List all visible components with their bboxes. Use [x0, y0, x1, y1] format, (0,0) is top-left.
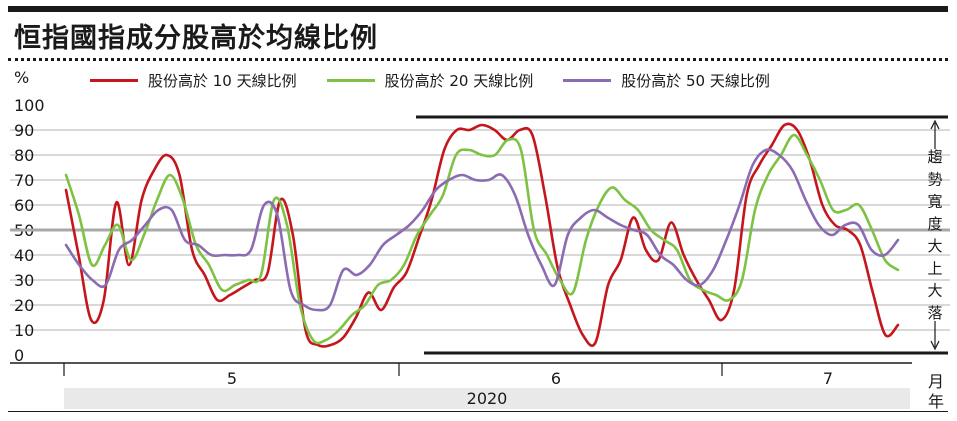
chart-title: 恒指國指成分股高於均線比例	[14, 23, 378, 54]
y-tick-label: 10	[14, 321, 34, 340]
month-label: 6	[551, 369, 561, 388]
legend-label-10d: 股份高於 10 天線比例	[148, 72, 297, 90]
legend-swatch-20d	[326, 79, 375, 82]
bottom-rule	[8, 411, 948, 412]
annotation-arrow-up-icon	[930, 119, 940, 130]
y-tick-label: 20	[14, 296, 34, 315]
top-rule	[8, 6, 948, 12]
y-tick-label: 40	[14, 246, 34, 265]
y-tick-label: 70	[14, 171, 34, 190]
year-unit-label: 年	[928, 392, 945, 411]
y-axis-unit: %	[14, 68, 30, 87]
y-tick-label: 100	[14, 96, 45, 115]
month-label: 7	[823, 369, 833, 388]
series-50d-line	[64, 148, 900, 312]
x-axis-layer: 5 6 7	[10, 362, 912, 388]
y-tick-label: 60	[14, 196, 34, 215]
dotted-divider	[8, 58, 948, 61]
y-tick-label: 80	[14, 146, 34, 165]
series-20d-line	[64, 133, 900, 345]
y-tick-label: 30	[14, 271, 34, 290]
legend-label-50d: 股份高於 50 天線比例	[621, 72, 770, 90]
legend-swatch-50d	[563, 79, 612, 82]
series-10d-line	[64, 122, 900, 348]
legend: 股份高於 10 天線比例 股份高於 20 天線比例 股份高於 50 天線比例	[90, 70, 770, 91]
legend-swatch-10d	[90, 79, 138, 82]
annotation-label: 趨勢寬度大上大落	[927, 148, 942, 322]
year-bar: 2020	[64, 388, 910, 409]
legend-item-10d: 股份高於 10 天線比例	[90, 70, 297, 91]
legend-label-20d: 股份高於 20 天線比例	[384, 72, 534, 90]
series-layer	[64, 122, 900, 348]
month-unit-label: 月	[928, 372, 945, 391]
month-label: 5	[227, 369, 237, 388]
annotation-arrow-down-icon	[930, 340, 940, 351]
legend-item-50d: 股份高於 50 天線比例	[563, 70, 770, 91]
legend-item-20d: 股份高於 20 天線比例	[326, 70, 534, 91]
annotation-layer: 趨勢寬度大上大落	[416, 115, 948, 355]
y-tick-label: 90	[14, 121, 34, 140]
y-tick-label: 0	[14, 346, 24, 365]
